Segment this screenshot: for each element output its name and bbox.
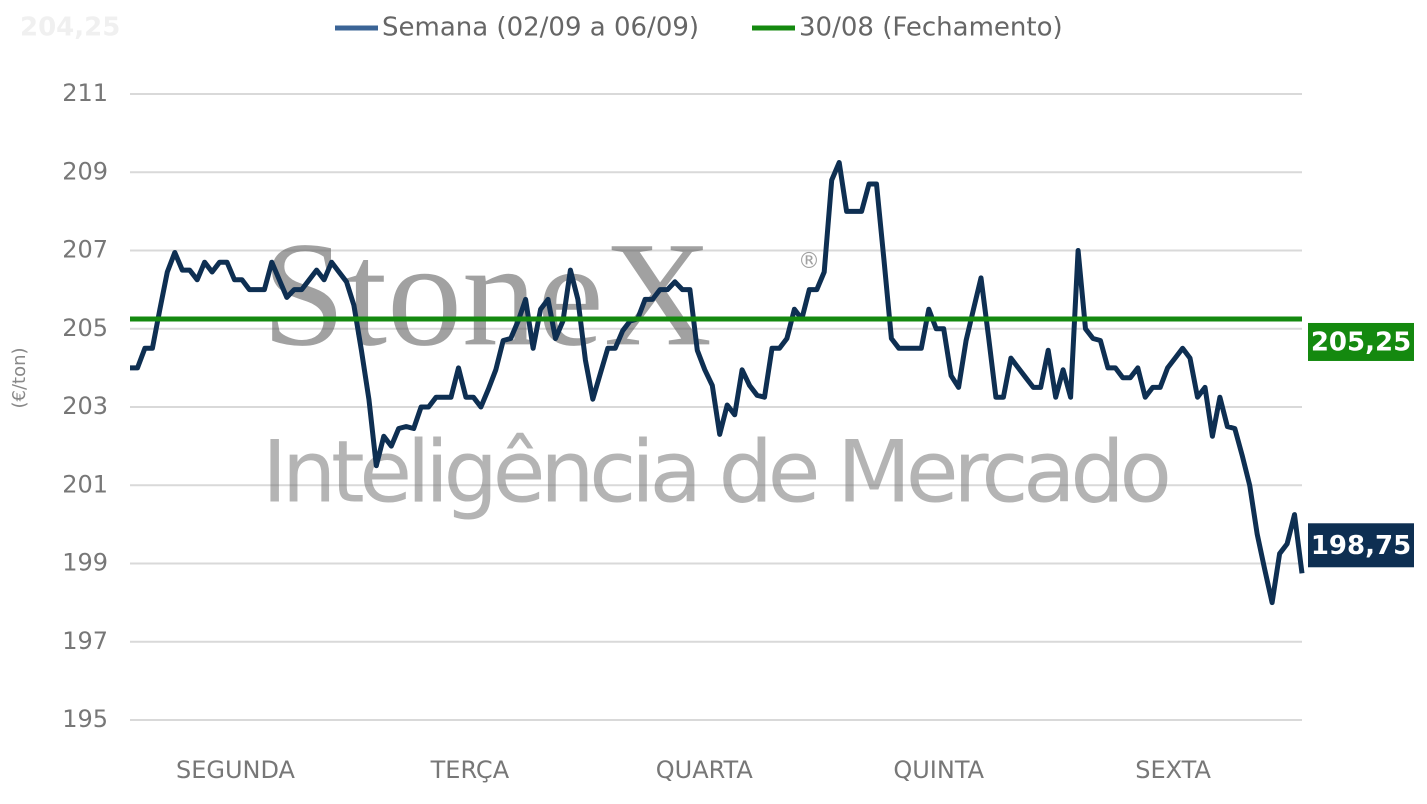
watermark: StoneX ® Inteligência de Mercado (262, 211, 1172, 522)
x-tick-label: SEXTA (1135, 756, 1211, 784)
x-tick-label: QUARTA (656, 756, 754, 784)
end-label-box (1308, 523, 1414, 568)
y-tick-label: 211 (62, 79, 108, 107)
reference-label-box (1308, 322, 1414, 361)
y-tick-label: 197 (62, 627, 108, 655)
watermark-brand: StoneX (262, 211, 712, 377)
end-value-label: 198,75 (1311, 531, 1411, 561)
y-tick-label: 205 (62, 314, 108, 342)
ghost-label: 204,25 (20, 13, 120, 43)
reference-label: 205,25 (1311, 327, 1411, 357)
x-tick-label: QUINTA (893, 756, 984, 784)
price-line (130, 160, 1305, 606)
y-tick-label: 195 (62, 705, 108, 733)
y-tick-label: 199 (62, 549, 108, 577)
legend-label: 30/08 (Fechamento) (799, 13, 1063, 43)
y-tick-label: 201 (62, 470, 108, 498)
x-tick-label: SEGUNDA (176, 756, 296, 784)
y-tick-label: 209 (62, 157, 108, 185)
x-tick-label: TERÇA (430, 756, 510, 784)
y-tick-label: 207 (62, 236, 108, 264)
watermark-tagline: Inteligência de Mercado (262, 422, 1172, 522)
y-axis-label: (€/ton) (9, 347, 30, 408)
legend-label: Semana (02/09 a 06/09) (382, 13, 699, 43)
y-tick-label: 203 (62, 392, 108, 420)
watermark-mark: ® (798, 249, 820, 274)
